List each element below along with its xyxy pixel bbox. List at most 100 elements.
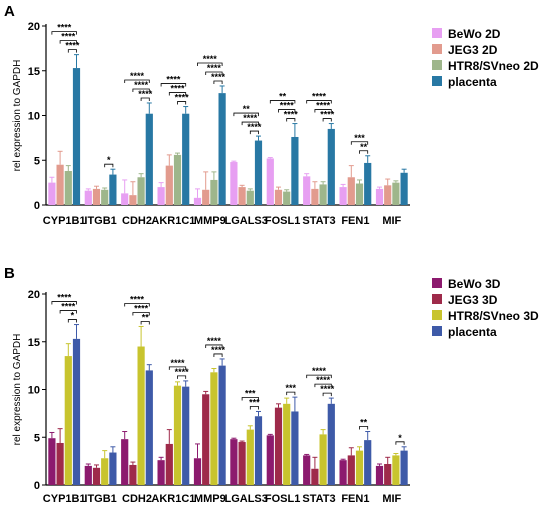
significance-stars: **** (170, 358, 185, 368)
significance-bracket (249, 130, 259, 135)
legend-swatch (432, 326, 442, 336)
y-tick-label: 0 (34, 200, 40, 212)
significance-bracket (168, 92, 187, 96)
bar (364, 162, 372, 205)
significance-bracket (306, 100, 332, 104)
significance-stars: **** (280, 101, 295, 111)
legend-swatch (432, 310, 442, 320)
bar (210, 179, 218, 205)
x-tick-label: MIF (382, 493, 401, 505)
bar (121, 193, 129, 205)
bar (230, 439, 238, 485)
significance-bracket (177, 375, 187, 379)
bar (121, 439, 129, 485)
bar (48, 438, 56, 485)
significance-stars: **** (211, 345, 226, 355)
bar (266, 158, 274, 205)
significance-bracket (177, 101, 187, 105)
significance-stars: **** (57, 23, 72, 33)
significance-bracket (205, 71, 223, 75)
bar (339, 187, 347, 205)
bar (283, 191, 291, 205)
significance-bracket (286, 391, 296, 396)
significance-stars: *** (354, 133, 365, 143)
significance-stars: **** (320, 384, 335, 394)
legend-swatch (432, 294, 442, 304)
x-tick-label: AKR1C1 (151, 493, 195, 505)
bar (254, 416, 263, 485)
significance-stars: **** (170, 84, 185, 94)
significance-bracket (132, 88, 150, 92)
bar (266, 435, 274, 485)
x-tick-label: CYP1B1 (43, 215, 86, 227)
significance-stars: *** (245, 388, 256, 398)
significance-stars: ** (142, 312, 150, 322)
significance-bracket (104, 163, 114, 168)
significance-stars: **** (207, 63, 222, 73)
bar (129, 464, 137, 485)
x-tick-label: ITGB1 (84, 493, 116, 505)
y-axis-label: rel expression to GAPDH (12, 60, 23, 172)
significance-bracket (395, 441, 405, 445)
bar (137, 346, 145, 485)
significance-stars: **** (320, 110, 335, 120)
bar (72, 68, 81, 205)
legend-label: JEG3 2D (448, 43, 498, 57)
significance-bracket (51, 301, 77, 305)
bar (202, 394, 210, 485)
bar (165, 165, 173, 205)
bar (339, 460, 347, 485)
bar (384, 185, 392, 205)
x-tick-label: FEN1 (341, 215, 369, 227)
x-tick-label: MMP9 (194, 215, 226, 227)
legend-label: BeWo 3D (448, 277, 501, 291)
bar (303, 455, 311, 485)
bar (92, 188, 101, 205)
y-tick-label: 10 (28, 111, 40, 123)
significance-stars: **** (247, 122, 262, 132)
x-tick-label: CDH2 (122, 215, 152, 227)
significance-bracket (249, 406, 259, 410)
significance-stars: * (71, 311, 75, 321)
legend-label: placenta (448, 75, 497, 89)
x-tick-label: FEN1 (341, 493, 369, 505)
x-tick-label: STAT3 (302, 215, 335, 227)
significance-bracket (140, 321, 150, 325)
significance-bracket (205, 344, 223, 348)
significance-bracket (140, 97, 150, 101)
bar (210, 372, 218, 485)
significance-stars: **** (134, 80, 149, 90)
bar (182, 113, 190, 205)
bar (193, 197, 202, 205)
bar (56, 164, 64, 205)
significance-bracket (359, 150, 369, 154)
bar (319, 434, 327, 485)
significance-stars: **** (211, 72, 226, 82)
bar (311, 468, 319, 485)
bar (92, 467, 101, 485)
y-tick-label: 10 (28, 385, 40, 397)
significance-bracket (213, 80, 223, 84)
bar (157, 460, 165, 485)
significance-bracket (286, 118, 296, 122)
bar (109, 174, 117, 205)
significance-stars: **** (130, 71, 145, 81)
legend-label: HTR8/SVneo 2D (448, 59, 539, 73)
bar (64, 356, 72, 485)
legend-label: JEG3 3D (448, 293, 498, 307)
bar (246, 429, 254, 485)
significance-bracket (241, 121, 259, 126)
legend-swatch (432, 28, 442, 38)
y-axis-label: rel expression to GAPDH (12, 334, 23, 446)
y-tick-label: 20 (28, 289, 40, 301)
bar (173, 154, 182, 205)
bar (145, 370, 153, 485)
bar (392, 455, 400, 485)
bar (84, 465, 92, 485)
bar (347, 177, 355, 205)
bar (375, 188, 384, 205)
significance-stars: **** (57, 293, 72, 303)
bar (173, 385, 182, 485)
